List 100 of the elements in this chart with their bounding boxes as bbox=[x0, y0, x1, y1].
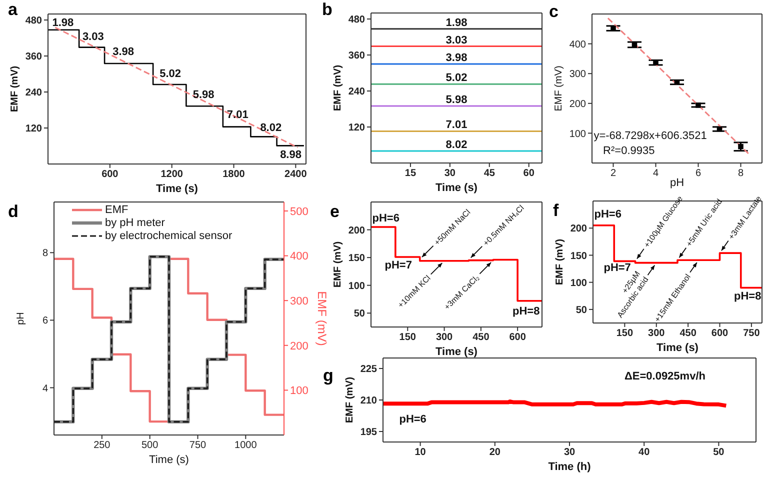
y-axis-title: pH bbox=[16, 312, 26, 325]
chart-title: b bbox=[322, 0, 332, 20]
y-tick-label: 120 bbox=[348, 122, 366, 134]
series-label: 5.98 bbox=[446, 94, 468, 106]
y-tick-label: 195 bbox=[360, 427, 378, 438]
annotation: pH=8 bbox=[734, 290, 762, 302]
annotation: 8.02 bbox=[260, 122, 282, 134]
y-axis-title: EMF (mV) bbox=[554, 66, 564, 112]
x-tick-label: 150 bbox=[399, 332, 416, 344]
annotation: 5.02 bbox=[160, 68, 182, 80]
x-tick-label: 20 bbox=[489, 447, 501, 458]
series-label: 3.03 bbox=[446, 34, 468, 46]
y2-tick-label: 200 bbox=[290, 340, 308, 352]
y-tick-label: 360 bbox=[25, 52, 42, 63]
y2-tick-label: 300 bbox=[290, 295, 308, 308]
y-tick-label: 50 bbox=[576, 304, 588, 316]
y-axis-title: EMF (mV) bbox=[344, 376, 356, 424]
x-tick-label: 30 bbox=[564, 447, 576, 458]
x-tick-label: 600 bbox=[509, 332, 526, 344]
legend-label: by pH meter bbox=[105, 217, 166, 229]
x-axis-title: Time (s) bbox=[149, 454, 189, 466]
series-label: 8.02 bbox=[446, 139, 468, 151]
y-axis-title: EMF (mV) bbox=[554, 238, 566, 286]
x-axis-title: pH bbox=[670, 177, 684, 189]
annotation: ΔE=0.0925mv/h bbox=[624, 370, 706, 382]
y-tick-label: 150 bbox=[570, 250, 588, 262]
y2-tick-label: 100 bbox=[290, 385, 308, 398]
x-tick-label: 600 bbox=[711, 328, 729, 340]
x-tick-label: 750 bbox=[743, 328, 760, 340]
chart-title: c bbox=[549, 2, 558, 22]
x-tick-label: 50 bbox=[713, 447, 725, 458]
annotation: 1.98 bbox=[52, 17, 74, 29]
y-tick-label: 200 bbox=[570, 224, 588, 235]
y-tick-label: 200 bbox=[569, 98, 586, 110]
annotation: 3.98 bbox=[112, 46, 134, 58]
annotation: pH=8 bbox=[512, 306, 540, 318]
series-label: 7.01 bbox=[446, 119, 468, 132]
x-tick-label: 1000 bbox=[234, 440, 258, 452]
x-tick-label: 4 bbox=[652, 168, 659, 180]
x-tick-label: 450 bbox=[472, 332, 490, 344]
x-tick-label: 15 bbox=[404, 168, 416, 180]
y-tick-label: 6 bbox=[42, 316, 48, 327]
y-axis-title: EMF (mV) bbox=[332, 241, 344, 288]
x-tick-label: 150 bbox=[616, 328, 634, 340]
x-tick-label: 300 bbox=[648, 328, 666, 340]
annotation: pH=6 bbox=[399, 413, 426, 426]
x-tick-label: 1800 bbox=[222, 169, 246, 180]
x-tick-label: 450 bbox=[680, 328, 697, 340]
x-tick-label: 750 bbox=[189, 440, 207, 452]
y-axis-title: EMF (mV) bbox=[10, 66, 20, 112]
y-tick-label: 120 bbox=[25, 124, 42, 135]
y-axis-title: EMF (mV) bbox=[332, 64, 344, 112]
y-tick-label: 480 bbox=[25, 16, 42, 27]
series-label: 5.02 bbox=[446, 72, 468, 84]
y-tick-label: 100 bbox=[569, 128, 586, 140]
annotation: 3.03 bbox=[82, 31, 104, 44]
y-tick-label: 200 bbox=[348, 225, 366, 236]
annotation: pH=7 bbox=[384, 259, 412, 272]
x-tick-label: 250 bbox=[94, 440, 111, 452]
y-tick-label: 8 bbox=[42, 248, 48, 260]
y-tick-label: 480 bbox=[348, 14, 366, 26]
y-tick-label: 50 bbox=[354, 308, 366, 320]
y-tick-label: 210 bbox=[360, 396, 378, 407]
text: g bbox=[323, 366, 334, 386]
annotation: R²=0.9935 bbox=[603, 145, 655, 158]
x-tick-label: 40 bbox=[638, 447, 650, 458]
x-axis-title: Time (s) bbox=[436, 182, 478, 194]
x-tick-label: 10 bbox=[414, 447, 426, 458]
annotation: 8.98 bbox=[280, 149, 302, 161]
y-tick-label: 300 bbox=[569, 69, 586, 80]
annotation: 5.98 bbox=[192, 89, 214, 101]
series-label: 3.98 bbox=[446, 52, 468, 64]
y-tick-label: 100 bbox=[348, 280, 366, 292]
x-tick-label: 500 bbox=[141, 440, 159, 452]
x-tick-label: 2400 bbox=[284, 169, 308, 180]
annotation: pH=6 bbox=[594, 208, 622, 220]
y-tick-label: 225 bbox=[360, 364, 378, 376]
annotation: pH=7 bbox=[604, 262, 631, 274]
legend-label: by electrochemical sensor bbox=[105, 230, 233, 242]
y2-tick-label: 400 bbox=[290, 250, 308, 263]
x-tick-label: 2 bbox=[610, 168, 616, 180]
chart-title: a bbox=[8, 0, 18, 20]
x-tick-label: 600 bbox=[102, 169, 119, 180]
x-tick-label: 300 bbox=[436, 332, 454, 344]
y-tick-label: 360 bbox=[348, 50, 366, 62]
x-tick-label: 60 bbox=[523, 168, 535, 180]
y-tick-label: 240 bbox=[348, 86, 366, 98]
x-tick-label: 1200 bbox=[160, 169, 184, 180]
annotation: pH=6 bbox=[372, 212, 400, 225]
chart-title: f bbox=[553, 201, 559, 221]
y-tick-label: 400 bbox=[569, 39, 586, 50]
x-tick-label: 8 bbox=[738, 168, 744, 180]
chart-title: d bbox=[8, 202, 18, 222]
y-tick-label: 240 bbox=[25, 88, 42, 99]
x-tick-label: 6 bbox=[695, 168, 702, 180]
y-tick-label: 150 bbox=[348, 253, 366, 264]
y-tick-label: 4 bbox=[42, 383, 48, 394]
x-axis-title: Time (s) bbox=[656, 342, 699, 354]
y2-axis-title: EMF (mV) bbox=[315, 291, 329, 346]
x-tick-label: 30 bbox=[444, 168, 456, 180]
